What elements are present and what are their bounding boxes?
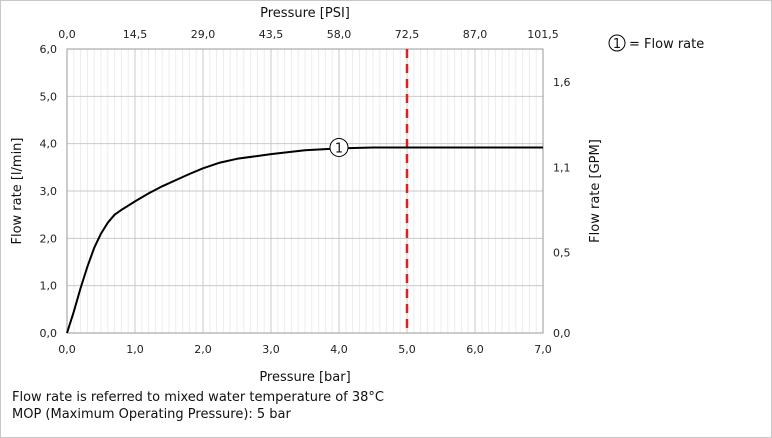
x-tick-label: 2,0 <box>194 343 212 356</box>
x2-tick-label: 43,5 <box>259 28 284 41</box>
legend-marker-label: 1 <box>613 37 621 52</box>
x-tick-label: 7,0 <box>534 343 552 356</box>
x-axis-title: Pressure [bar] <box>259 370 350 385</box>
x2-axis-title: Pressure [PSI] <box>260 6 350 21</box>
x2-tick-label: 0,0 <box>58 28 76 41</box>
y-tick-label: 6,0 <box>40 43 58 56</box>
x-tick-label: 0,0 <box>58 343 76 356</box>
y-tick-label: 1,0 <box>40 280 58 293</box>
series-marker-circle <box>329 137 349 157</box>
x2-tick-label: 101,5 <box>527 28 559 41</box>
y-tick-label: 4,0 <box>40 138 58 151</box>
x2-tick-label: 14,5 <box>123 28 148 41</box>
x-tick-label: 5,0 <box>398 343 416 356</box>
y-tick-label: 2,0 <box>40 232 58 245</box>
series-layer: 1 <box>66 49 543 334</box>
y2-tick-label: 1,1 <box>553 161 571 174</box>
tick-labels: 0,0 1,0 2,0 3,0 4,0 5,0 6,0 7,00,0 14,5 29,0 43,5 5… <box>40 28 571 356</box>
grid <box>67 49 543 333</box>
y-tick-label: 0,0 <box>40 327 58 340</box>
x-tick-label: 6,0 <box>466 343 484 356</box>
y2-axis-title: Flow rate [GPM] <box>588 139 603 243</box>
y-tick-label: 5,0 <box>40 90 58 103</box>
x2-tick-label: 87,0 <box>463 28 488 41</box>
y-axis-title: Flow rate [l/min] <box>10 138 25 245</box>
note-temperature: Flow rate is referred to mixed water tem… <box>12 390 384 405</box>
note-mop: MOP (Maximum Operating Pressure): 5 bar <box>12 407 291 422</box>
legend-marker-circle <box>608 34 626 52</box>
x-tick-label: 1,0 <box>126 343 144 356</box>
x-tick-label: 4,0 <box>330 343 348 356</box>
x2-tick-label: 72,5 <box>395 28 420 41</box>
x2-tick-label: 58,0 <box>327 28 352 41</box>
y2-tick-label: 0,0 <box>553 327 571 340</box>
chart-notes: Flow rate is referred to mixed water tem… <box>12 389 384 423</box>
plot-area <box>66 48 544 334</box>
y2-tick-label: 0,5 <box>553 247 571 260</box>
series-marker-label: 1 <box>335 141 343 156</box>
legend: 1 = Flow rate <box>608 34 704 52</box>
legend-label: = Flow rate <box>629 37 704 52</box>
x2-tick-label: 29,0 <box>191 28 216 41</box>
y-tick-label: 3,0 <box>40 185 58 198</box>
x-tick-label: 3,0 <box>262 343 280 356</box>
y2-tick-label: 1,6 <box>553 76 571 89</box>
